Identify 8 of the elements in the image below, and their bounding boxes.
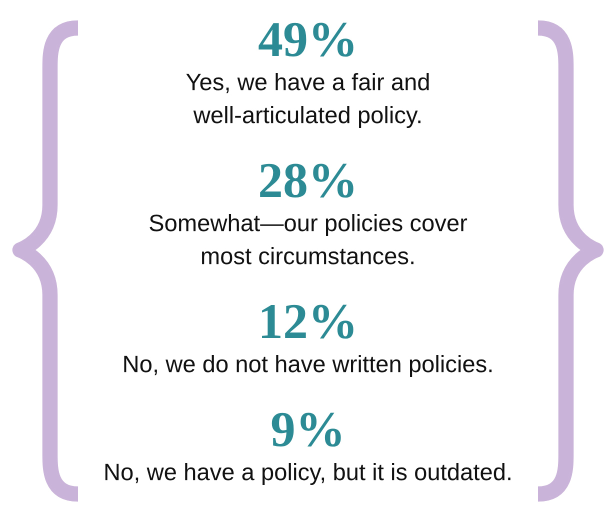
data-label: 12% (262, 304, 354, 339)
category-label: No, we do not have written policies. (124, 354, 492, 378)
data-label: 28% (260, 164, 354, 198)
data-label: 49% (258, 22, 354, 57)
category-label: Yes, we have a fair and well-articulated policy. (186, 72, 429, 128)
data-label: 9% (272, 412, 341, 447)
category-label: Somewhat—our policies cover most circumstances. (150, 214, 468, 264)
category-label: No, we have a policy, but it is outdated. (105, 462, 510, 486)
